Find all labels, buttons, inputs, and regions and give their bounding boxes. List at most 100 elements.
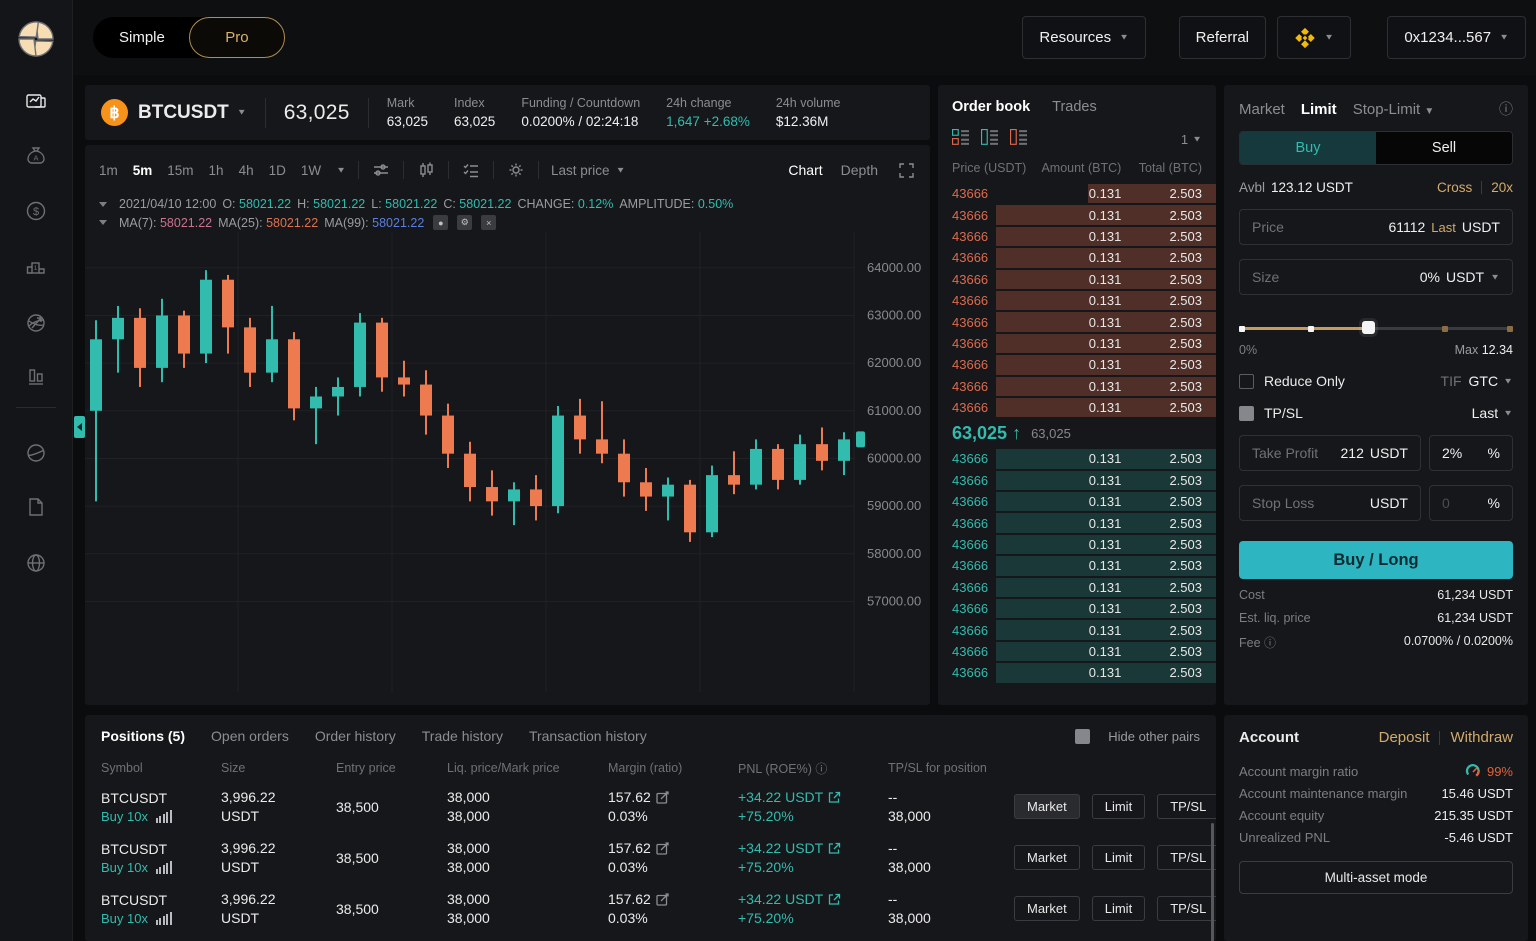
bid-row[interactable]: 43666 0.131 2.503 [938, 470, 1216, 491]
timeframe-1D[interactable]: 1D [268, 162, 286, 178]
stop-loss-pct-input[interactable]: 0 % [1429, 485, 1513, 521]
price-type-select[interactable]: Last price [551, 162, 610, 178]
gear-icon[interactable]: ⚙ [457, 215, 473, 230]
timeframe-1W[interactable]: 1W [300, 162, 322, 178]
web-launch-icon[interactable] [23, 310, 49, 336]
collapse-caret-icon[interactable] [99, 220, 107, 225]
timeframe-1m[interactable]: 1m [99, 162, 118, 178]
edit-icon[interactable] [656, 841, 669, 855]
tab-trade-history[interactable]: Trade history [421, 728, 503, 744]
buy-long-button[interactable]: Buy / Long [1239, 541, 1513, 579]
chevron-down-icon[interactable]: ▼ [1503, 408, 1513, 418]
mode-simple-option[interactable]: Simple [119, 29, 165, 46]
info-icon[interactable]: ⓘ [815, 761, 828, 776]
share-icon[interactable] [828, 893, 841, 906]
eye-icon[interactable]: ● [433, 215, 449, 230]
stop-loss-input[interactable]: Stop Loss USDT [1239, 485, 1421, 521]
reduce-only-checkbox[interactable] [1239, 373, 1254, 389]
tab-limit[interactable]: Limit [1300, 100, 1337, 118]
tab-depth[interactable]: Depth [840, 162, 878, 178]
market-button[interactable]: Market [1014, 794, 1080, 819]
indicator-settings-icon[interactable] [371, 160, 391, 180]
timeframe-5m[interactable]: 5m [132, 162, 153, 178]
tab-market[interactable]: Market [1239, 100, 1285, 118]
tif-select[interactable]: GTC [1468, 373, 1499, 389]
bid-row[interactable]: 43666 0.131 2.503 [938, 577, 1216, 598]
bid-row[interactable]: 43666 0.131 2.503 [938, 512, 1216, 533]
mid-price-row[interactable]: 63,025 ↑ 63,025 [938, 418, 1216, 448]
info-icon[interactable]: ⓘ [1264, 636, 1277, 650]
referral-button[interactable]: Referral [1178, 16, 1266, 59]
candlestick-chart[interactable]: 64000.00 63000.00 62000.00 61000.00 60000.00… [85, 232, 930, 692]
margin-mode-button[interactable]: Cross [1436, 180, 1473, 195]
mode-pro-option[interactable]: Pro [188, 17, 285, 58]
tp-sl-button[interactable]: TP/SL [1157, 794, 1216, 819]
tpsl-checkbox[interactable] [1239, 405, 1254, 421]
ask-row[interactable]: 43666 0.131 2.503 [938, 333, 1216, 354]
close-icon[interactable]: × [481, 215, 497, 230]
slider-handle[interactable] [1361, 321, 1375, 334]
pair-symbol[interactable]: BTCUSDT [138, 101, 229, 123]
chevron-down-icon[interactable]: ▼ [336, 165, 347, 175]
tab-open-orders[interactable]: Open orders [211, 728, 289, 744]
dollar-coin-icon[interactable]: $ [23, 198, 49, 224]
withdraw-link[interactable]: Withdraw [1450, 729, 1513, 746]
tpsl-trigger-select[interactable]: Last [1471, 405, 1499, 421]
precision-select[interactable]: 1 ▼ [1180, 131, 1202, 147]
bid-row[interactable]: 43666 0.131 2.503 [938, 598, 1216, 619]
market-button[interactable]: Market [1014, 845, 1080, 870]
earn-bag-icon[interactable]: A [23, 143, 49, 169]
bid-row[interactable]: 43666 0.131 2.503 [938, 534, 1216, 555]
tp-sl-button[interactable]: TP/SL [1157, 845, 1216, 870]
info-icon[interactable]: ⓘ [1499, 101, 1513, 117]
ask-row[interactable]: 43666 0.131 2.503 [938, 290, 1216, 311]
leaderboard-icon[interactable]: 1 [23, 254, 49, 280]
ask-row[interactable]: 43666 0.131 2.503 [938, 183, 1216, 204]
edit-icon[interactable] [656, 790, 669, 804]
ask-row[interactable]: 43666 0.131 2.503 [938, 354, 1216, 375]
panel-collapse-handle[interactable] [74, 416, 85, 438]
leverage-button[interactable]: 20x [1491, 180, 1513, 195]
size-slider[interactable] [1239, 321, 1513, 335]
indicator-list-icon[interactable] [461, 160, 481, 180]
ask-row[interactable]: 43666 0.131 2.503 [938, 269, 1216, 290]
ask-row[interactable]: 43666 0.131 2.503 [938, 247, 1216, 268]
limit-button[interactable]: Limit [1091, 845, 1146, 870]
scrollbar[interactable] [1211, 823, 1214, 941]
tab-stop-limit[interactable]: Stop-Limit ▼ [1352, 100, 1435, 118]
mode-toggle[interactable]: Simple Pro [93, 17, 285, 58]
buy-tab[interactable]: Buy [1240, 132, 1376, 164]
bid-row[interactable]: 43666 0.131 2.503 [938, 619, 1216, 640]
tab-trades[interactable]: Trades [1052, 99, 1097, 115]
tab-order-book[interactable]: Order book [952, 99, 1031, 115]
edit-icon[interactable] [656, 892, 669, 906]
bid-row[interactable]: 43666 0.131 2.503 [938, 641, 1216, 662]
resources-dropdown[interactable]: Resources ▼ [1022, 16, 1146, 59]
bid-row[interactable]: 43666 0.131 2.503 [938, 555, 1216, 576]
hide-other-pairs-checkbox[interactable] [1075, 728, 1091, 744]
candlestick-style-icon[interactable] [416, 160, 436, 180]
tab-chart[interactable]: Chart [788, 162, 823, 178]
book-view-both-icon[interactable] [952, 129, 969, 149]
bid-row[interactable]: 43666 0.131 2.503 [938, 491, 1216, 512]
tp-sl-button[interactable]: TP/SL [1157, 896, 1216, 921]
wallet-dropdown[interactable]: 0x1234...567 ▼ [1387, 16, 1526, 59]
ask-row[interactable]: 43666 0.131 2.503 [938, 226, 1216, 247]
tab-transaction-history[interactable]: Transaction history [528, 728, 647, 744]
deposit-link[interactable]: Deposit [1378, 729, 1430, 746]
bid-row[interactable]: 43666 0.131 2.503 [938, 662, 1216, 683]
share-icon[interactable] [828, 842, 841, 855]
chart-settings-gear-icon[interactable] [506, 160, 526, 180]
book-view-bids-icon[interactable] [981, 129, 998, 149]
timeframe-4h[interactable]: 4h [238, 162, 254, 178]
timeframe-15m[interactable]: 15m [167, 162, 194, 178]
book-view-asks-icon[interactable] [1010, 129, 1027, 149]
limit-button[interactable]: Limit [1091, 896, 1146, 921]
chevron-down-icon[interactable]: ▼ [1490, 272, 1500, 282]
ask-row[interactable]: 43666 0.131 2.503 [938, 376, 1216, 397]
size-input[interactable]: Size 0% USDT ▼ [1239, 259, 1513, 295]
multi-asset-mode-button[interactable]: Multi-asset mode [1239, 861, 1513, 894]
limit-button[interactable]: Limit [1091, 794, 1146, 819]
price-input[interactable]: Price 61112 Last USDT [1239, 209, 1513, 245]
language-globe-icon[interactable] [23, 550, 49, 576]
